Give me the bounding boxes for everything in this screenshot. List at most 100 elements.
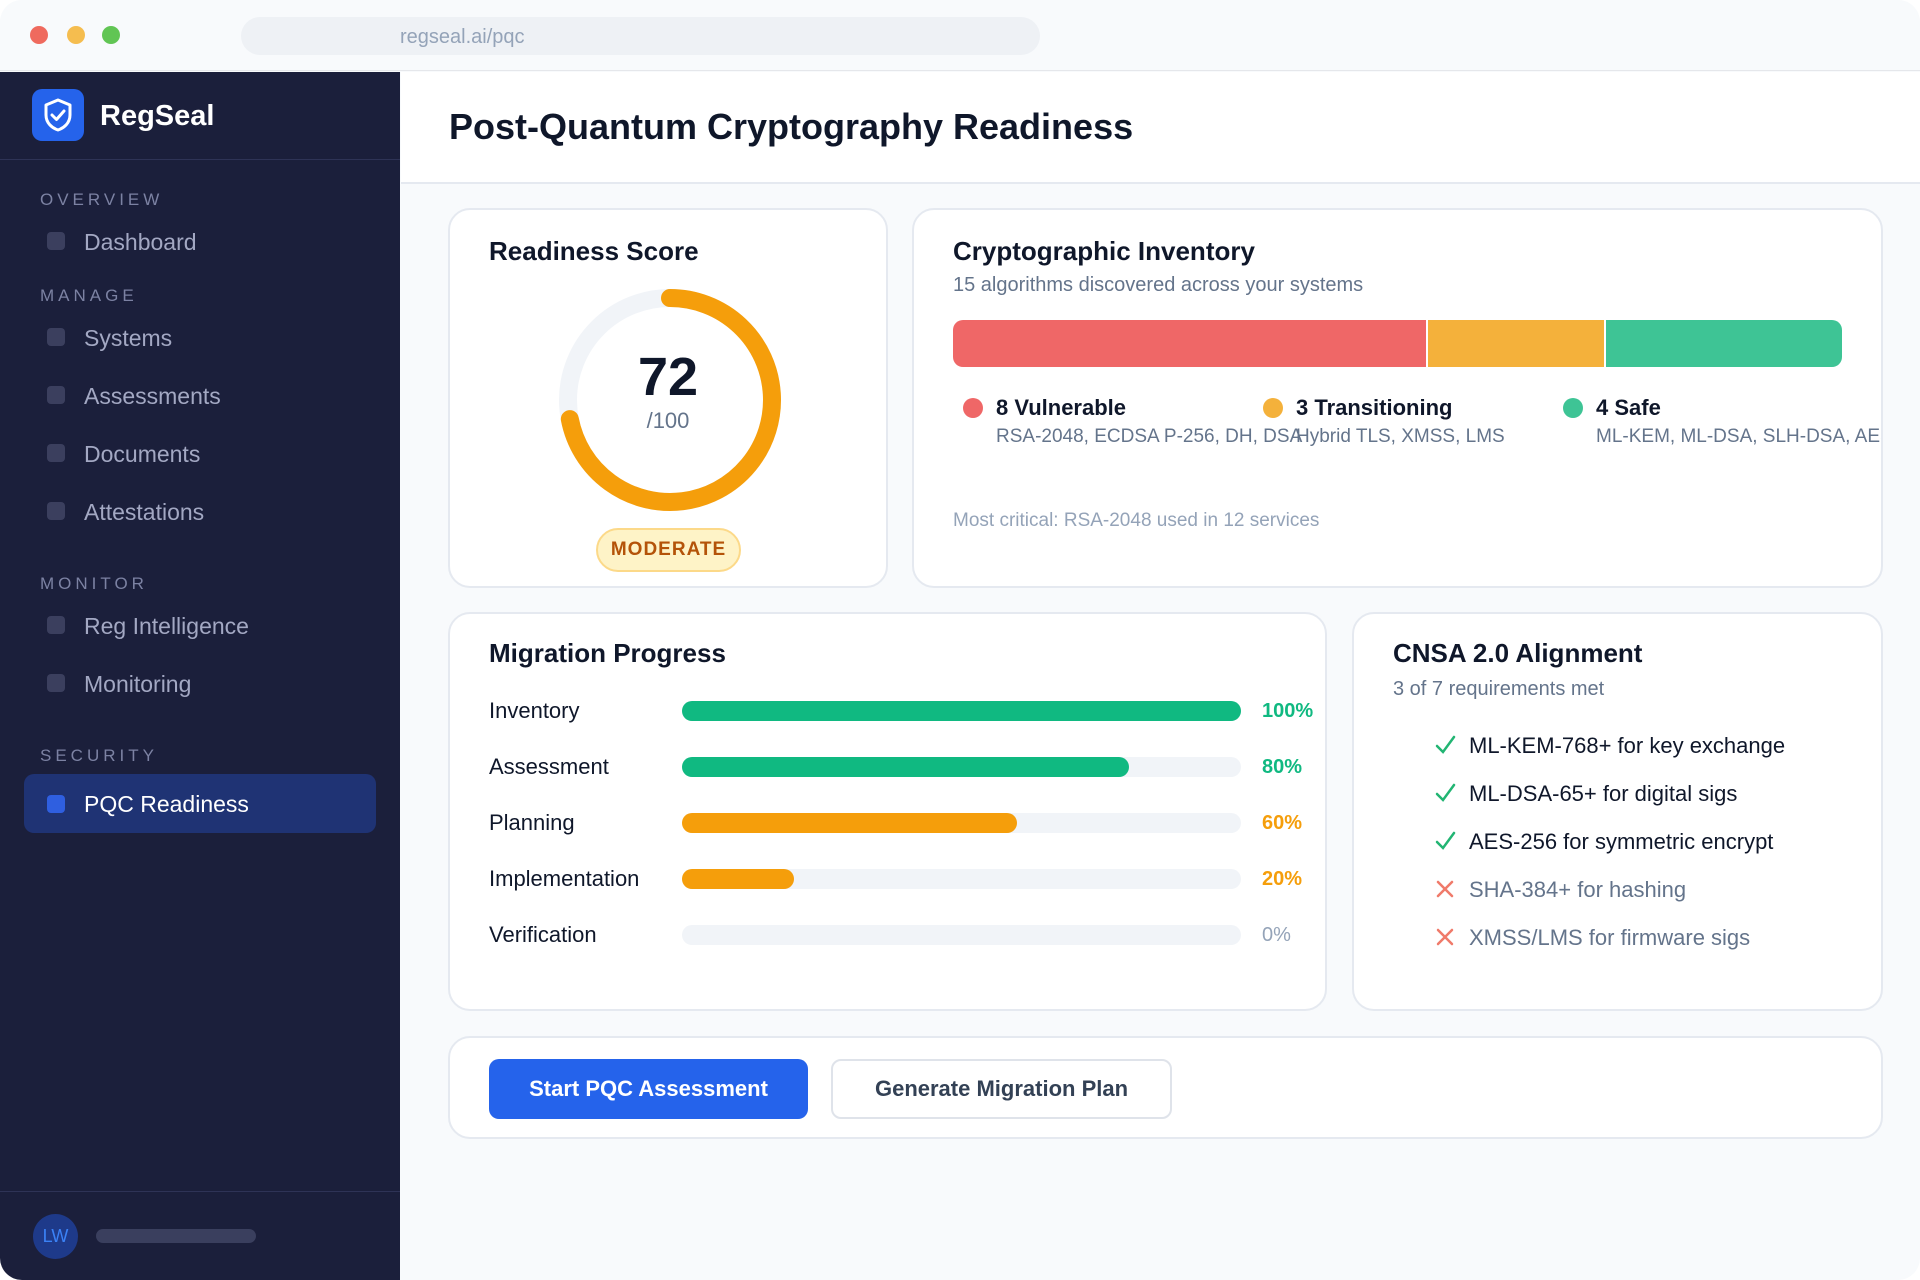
nav-item[interactable]: Attestations — [24, 488, 376, 536]
nav-item[interactable]: Dashboard — [24, 218, 376, 266]
brand-name: RegSeal — [100, 100, 215, 132]
progress-fill — [682, 869, 794, 889]
nav-section-label: SECURITY — [40, 746, 158, 765]
avatar[interactable]: LW — [33, 1214, 78, 1259]
requirement: ML-DSA-65+ for digital sigs — [1469, 781, 1738, 806]
secondary-button[interactable]: Generate Migration Plan — [831, 1059, 1172, 1119]
minimize-dot[interactable] — [67, 26, 85, 44]
legend-examples: RSA-2048, ECDSA P-256, DH, DSA — [996, 426, 1303, 447]
check-icon — [1435, 831, 1456, 850]
shield-icon — [44, 98, 72, 132]
title-bar: regseal.ai/pqc — [0, 0, 1920, 71]
card-title: Readiness Score — [489, 236, 699, 266]
legend-label: 3 Transitioning — [1296, 395, 1453, 420]
sidebar: RegSeal OVERVIEW Dashboard MANAGE Systems As… — [0, 72, 400, 1280]
progress-track — [682, 925, 1241, 945]
card-subtitle: 15 algorithms discovered across your sys… — [953, 274, 1364, 296]
divider — [0, 159, 400, 160]
card-title: Cryptographic Inventory — [953, 236, 1255, 266]
cnsa-card: CNSA 2.0 Alignment 3 of 7 requirements m… — [1352, 612, 1883, 1011]
nav-label: Assessments — [84, 383, 221, 409]
nav-item[interactable]: Monitoring — [24, 660, 376, 708]
stage-name: Implementation — [489, 866, 640, 891]
nav-label: Monitoring — [84, 671, 192, 697]
cross-icon — [1436, 928, 1454, 946]
inventory-segment — [953, 320, 1427, 367]
icon-stroke — [1435, 783, 1456, 802]
actions-card: Start PQC Assessment Generate Migration … — [448, 1036, 1883, 1139]
brand-logo — [32, 89, 84, 141]
stage-name: Planning — [489, 810, 575, 835]
readiness-card: Readiness Score 72 /100 MODERATE — [448, 208, 888, 588]
stage-percent: 20% — [1262, 868, 1303, 890]
url-bar[interactable]: regseal.ai/pqc — [241, 17, 1040, 55]
nav-label: Attestations — [84, 499, 205, 525]
score: 72 — [637, 347, 699, 407]
progress-track — [682, 869, 1241, 889]
nav-icon — [47, 616, 65, 634]
close-dot[interactable] — [30, 26, 48, 44]
legend-dot — [1263, 398, 1283, 418]
legend-label: 4 Safe — [1596, 395, 1661, 420]
gauge-arc — [560, 289, 781, 511]
nav-label: PQC Readiness — [84, 791, 249, 817]
nav-section-label: MANAGE — [40, 286, 138, 305]
page-title: Post-Quantum Cryptography Readiness — [449, 106, 1134, 147]
legend-dot — [963, 398, 983, 418]
nav-icon — [47, 328, 65, 346]
nav-label: Systems — [84, 325, 173, 351]
card-title: CNSA 2.0 Alignment — [1393, 638, 1643, 668]
url: regseal.ai/pqc — [400, 26, 525, 48]
stage-percent: 100% — [1262, 700, 1314, 722]
requirement: SHA-384+ for hashing — [1469, 877, 1687, 902]
nav-icon — [47, 444, 65, 462]
inventory-segment — [1606, 320, 1842, 367]
legend-dot — [1563, 398, 1583, 418]
requirement: XMSS/LMS for firmware sigs — [1469, 925, 1751, 950]
stage-name: Inventory — [489, 698, 580, 723]
icon-stroke — [1436, 880, 1454, 898]
user-placeholder — [96, 1229, 256, 1243]
nav-item[interactable]: Reg Intelligence — [24, 602, 376, 650]
score-max: /100 — [646, 408, 690, 433]
legend-examples: ML-KEM, ML-DSA, SLH-DSA, AES-256 — [1596, 426, 1881, 447]
nav-icon — [47, 674, 65, 692]
stage-percent: 60% — [1262, 812, 1303, 834]
nav-item[interactable]: Documents — [24, 430, 376, 478]
progress-fill — [682, 701, 1241, 721]
inventory-card: Cryptographic Inventory 15 algorithms di… — [912, 208, 1883, 588]
check-icon — [1435, 783, 1456, 802]
note: Most critical: RSA-2048 used in 12 servi… — [953, 510, 1320, 531]
nav-icon — [47, 232, 65, 250]
legend-label: 8 Vulnerable — [996, 395, 1127, 420]
progress-fill — [682, 757, 1130, 777]
nav-item[interactable]: Assessments — [24, 372, 376, 420]
migration-card: Migration Progress Inventory 100% Assessme… — [448, 612, 1327, 1011]
stage-percent: 0% — [1262, 924, 1291, 946]
nav-icon — [47, 502, 65, 520]
requirement: ML-KEM-768+ for key exchange — [1469, 733, 1786, 758]
nav-icon — [47, 386, 65, 404]
legend-examples: Hybrid TLS, XMSS, LMS — [1296, 426, 1505, 447]
nav-section-label: OVERVIEW — [40, 190, 164, 209]
icon-stroke — [1435, 735, 1456, 754]
nav-section-label: MONITOR — [40, 574, 148, 593]
icon-stroke — [1436, 928, 1454, 946]
card-title: Migration Progress — [489, 638, 726, 668]
nav-item[interactable]: PQC Readiness — [24, 774, 376, 833]
nav-item[interactable]: Systems — [24, 314, 376, 362]
requirement: AES-256 for symmetric encrypt — [1469, 829, 1774, 854]
nav-label: Dashboard — [84, 229, 197, 255]
icon-stroke — [1435, 831, 1456, 850]
primary-button[interactable]: Start PQC Assessment — [489, 1059, 808, 1119]
nav-label: Reg Intelligence — [84, 613, 249, 639]
stage-name: Verification — [489, 922, 597, 947]
status-badge: MODERATE — [596, 528, 741, 572]
divider — [0, 1191, 400, 1192]
maximize-dot[interactable] — [102, 26, 120, 44]
stage-percent: 80% — [1262, 756, 1303, 778]
cross-icon — [1436, 880, 1454, 898]
inventory-segment — [1428, 320, 1605, 367]
card-subtitle: 3 of 7 requirements met — [1393, 678, 1605, 700]
